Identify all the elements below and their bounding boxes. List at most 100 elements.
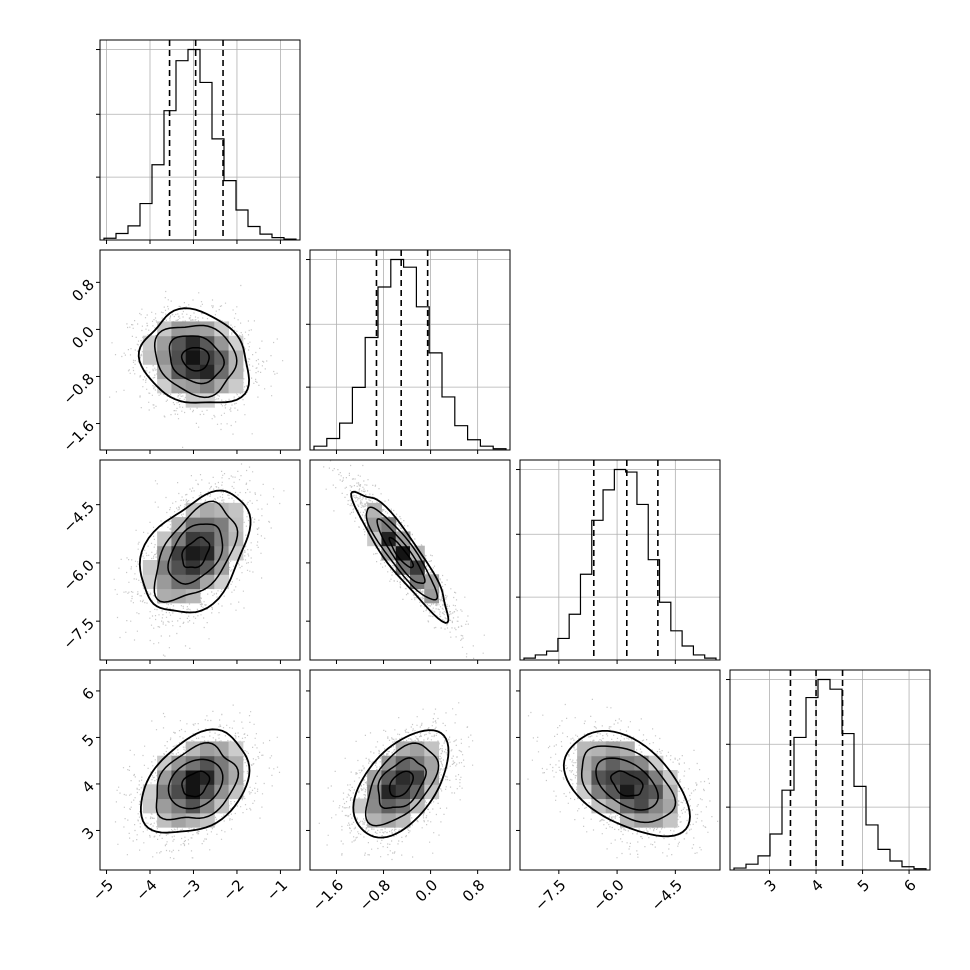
density-cell — [200, 560, 215, 575]
density-cell — [200, 798, 215, 814]
x-tick-label: −6.0 — [589, 876, 627, 914]
density-cell — [381, 517, 397, 532]
density-cell — [157, 364, 172, 380]
contour-line — [562, 730, 691, 838]
density-cell — [648, 784, 664, 800]
density-cell — [200, 350, 215, 365]
density-cell — [171, 321, 187, 337]
contour-line — [377, 757, 427, 810]
density-cell — [200, 770, 215, 785]
density-cell — [367, 502, 382, 518]
contour-line — [168, 335, 225, 385]
contour-line — [138, 489, 252, 614]
density-cell — [591, 798, 607, 814]
density-cell — [228, 364, 244, 380]
density-cell — [228, 755, 244, 771]
density-cell — [228, 502, 244, 518]
density-cell — [395, 755, 411, 771]
x-tick-label: −1.6 — [309, 876, 347, 914]
density-cell — [200, 784, 215, 800]
scatter-panel-0-2: −7.5 −6.0 −4.5 — [60, 459, 301, 664]
x-tick-label: −2 — [219, 876, 247, 904]
scatter-panel-1-3: −1.6 −0.8 0.0 0.8 — [306, 669, 511, 915]
density-cell — [185, 812, 201, 828]
scatter-panel-content — [114, 704, 281, 860]
hist-panel-2 — [516, 459, 721, 664]
density-cell — [171, 335, 187, 351]
x-tick-label: −1 — [263, 876, 291, 904]
density-cell — [648, 798, 664, 814]
density-cell — [605, 755, 621, 771]
contour-line — [153, 324, 238, 399]
density-cell — [395, 531, 411, 547]
density-cell — [214, 784, 230, 800]
density-cell — [214, 770, 230, 785]
panel-frame — [309, 249, 511, 451]
scatter-panel-2-3: −7.5 −6.0 −4.5 — [516, 669, 721, 915]
x-tick-label: −4.5 — [648, 876, 686, 914]
y-tick-label: −4.5 — [60, 498, 98, 536]
density-cell — [591, 741, 607, 757]
histogram-step — [313, 258, 507, 450]
density-cell — [200, 378, 215, 394]
scatter-panel-content — [109, 284, 284, 448]
density-cell — [662, 784, 678, 800]
density-cell — [157, 588, 172, 604]
contour-line — [364, 742, 440, 827]
x-tick-label: −0.8 — [356, 876, 394, 914]
density-cell — [634, 812, 650, 828]
panel-frame — [99, 249, 301, 451]
contour-line — [153, 500, 239, 603]
density-cell — [185, 588, 201, 604]
density-cell — [214, 364, 230, 380]
hist-panel-bg — [730, 670, 930, 870]
density-cell — [185, 364, 201, 380]
density-cell — [200, 741, 215, 757]
x-tick-label: −5 — [89, 876, 117, 904]
density-cell — [214, 350, 230, 365]
density-cell — [214, 574, 230, 590]
density-cell — [171, 770, 187, 785]
density-cell — [185, 798, 201, 814]
density-cell — [200, 364, 215, 380]
panel-frame — [729, 669, 931, 871]
density-cell — [395, 812, 411, 828]
density-cell — [577, 784, 592, 800]
hist-panel-1 — [306, 249, 511, 454]
density-cell — [171, 517, 187, 532]
contour-line — [137, 307, 251, 404]
density-cell — [662, 770, 678, 785]
density-cell — [577, 755, 592, 771]
density-cell — [395, 784, 411, 800]
density-cell — [200, 321, 215, 337]
density-cell — [185, 770, 201, 785]
scatter-panel-content — [527, 698, 719, 859]
contour-line — [352, 729, 450, 839]
density-cell — [142, 350, 158, 365]
scatter-panel-content — [113, 463, 285, 657]
density-cell — [185, 350, 201, 365]
density-cell — [157, 812, 172, 828]
density-cell — [648, 770, 664, 785]
density-cell — [634, 755, 650, 771]
density-cell — [605, 770, 621, 785]
y-tick-label: 0.0 — [68, 323, 98, 353]
scatter-panel-0-1: −1.6 −0.8 0.0 0.8 — [60, 249, 301, 455]
contour-line — [388, 770, 414, 798]
density-cell — [157, 574, 172, 590]
contour-line — [376, 518, 426, 584]
density-cell — [200, 812, 215, 828]
contour-line — [167, 758, 224, 810]
density-cell — [381, 798, 397, 814]
y-tick-label: 5 — [79, 731, 98, 750]
panel-frame — [309, 459, 511, 661]
density-cell — [200, 502, 215, 518]
panel-frame — [99, 669, 301, 871]
density-cell — [185, 741, 201, 757]
contour-line — [181, 770, 211, 798]
density-cell — [185, 545, 201, 561]
y-tick-label: −1.6 — [60, 417, 98, 455]
hist-panel-3: 3 4 5 6 — [726, 669, 931, 896]
density-cell — [171, 560, 187, 575]
density-cell — [142, 784, 158, 800]
